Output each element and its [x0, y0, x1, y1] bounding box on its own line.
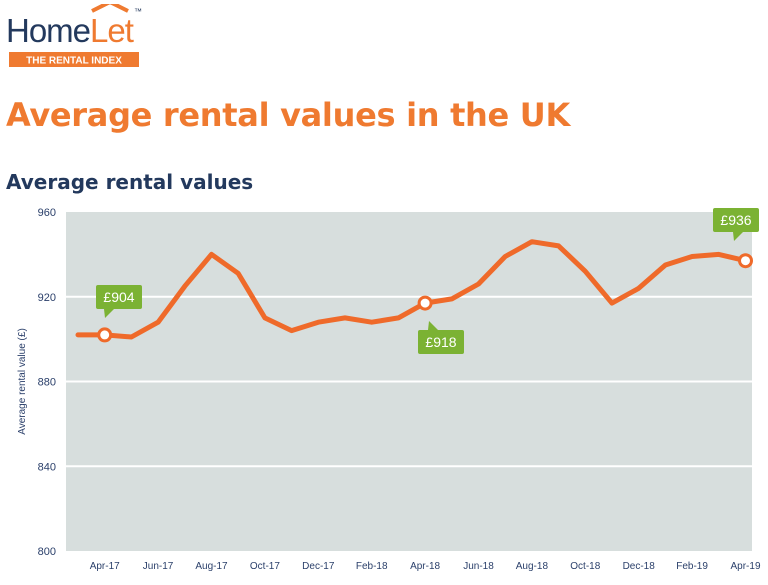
callout-label: £918 — [425, 334, 456, 350]
x-tick-label: Apr-17 — [90, 561, 120, 572]
x-tick-label: Oct-17 — [250, 561, 280, 572]
data-point — [210, 252, 213, 256]
data-point — [637, 286, 641, 290]
data-point — [530, 240, 534, 244]
x-tick-label: Apr-18 — [410, 561, 440, 572]
logo-let-text: Let — [90, 12, 134, 49]
x-tick-label: Dec-17 — [302, 561, 335, 572]
x-tick-label: Dec-18 — [623, 561, 656, 572]
callout-box — [418, 330, 464, 354]
data-point — [183, 284, 187, 288]
y-tick-label: 840 — [38, 461, 56, 473]
y-tick-label: 800 — [38, 546, 56, 558]
data-point — [76, 333, 80, 337]
data-point — [156, 320, 160, 324]
logo-home-text: Home — [6, 12, 90, 49]
highlight-marker — [417, 295, 433, 311]
callout-pointer — [733, 232, 743, 241]
data-point — [690, 254, 694, 258]
data-point — [129, 335, 133, 339]
homelet-logo: HomeLet ™ THE RENTAL INDEX — [6, 4, 142, 67]
x-tick-label: Feb-18 — [356, 561, 388, 572]
data-point — [316, 320, 320, 324]
series-line — [75, 239, 748, 340]
data-point — [557, 244, 561, 248]
data-point — [290, 329, 294, 333]
svg-text:HomeLet: HomeLet — [6, 12, 134, 49]
x-tick-label: Jun-17 — [143, 561, 174, 572]
trademark-symbol: ™ — [134, 7, 142, 16]
y-tick-label: 880 — [38, 377, 56, 389]
data-point — [396, 316, 400, 320]
data-point — [477, 282, 480, 286]
x-tick-label: Feb-19 — [676, 561, 708, 572]
data-point — [343, 316, 347, 320]
highlight-marker — [738, 253, 753, 269]
logo-tagline-bar — [9, 52, 139, 67]
y-tick-label: 960 — [38, 207, 56, 219]
data-point — [610, 301, 614, 305]
data-point — [236, 271, 240, 275]
data-point — [583, 269, 587, 273]
roof-icon — [91, 4, 129, 13]
logo-tagline: THE RENTAL INDEX — [26, 56, 122, 67]
callout-pointer — [104, 309, 114, 318]
data-point — [717, 252, 721, 256]
data-point — [370, 320, 374, 324]
callout-box — [713, 208, 759, 232]
data-point — [663, 263, 667, 267]
highlight-marker — [97, 327, 113, 343]
x-tick-label: Oct-18 — [570, 561, 600, 572]
chart-title: Average rental values — [6, 170, 254, 194]
callout-label: £936 — [720, 212, 751, 228]
page-title: Average rental values in the UK — [6, 96, 570, 134]
data-point — [503, 254, 507, 258]
y-tick-label: 920 — [38, 292, 56, 304]
callout-label: £904 — [103, 289, 134, 305]
callout-pointer — [428, 321, 438, 330]
data-point — [450, 297, 454, 301]
y-axis-label: Average rental value (£) — [17, 328, 28, 435]
x-tick-label: Apr-19 — [730, 561, 760, 572]
x-tick-label: Aug-18 — [516, 561, 549, 572]
x-tick-label: Jun-18 — [463, 561, 494, 572]
callout-box — [96, 285, 142, 309]
x-tick-label: Aug-17 — [195, 561, 228, 572]
data-point — [263, 316, 267, 320]
